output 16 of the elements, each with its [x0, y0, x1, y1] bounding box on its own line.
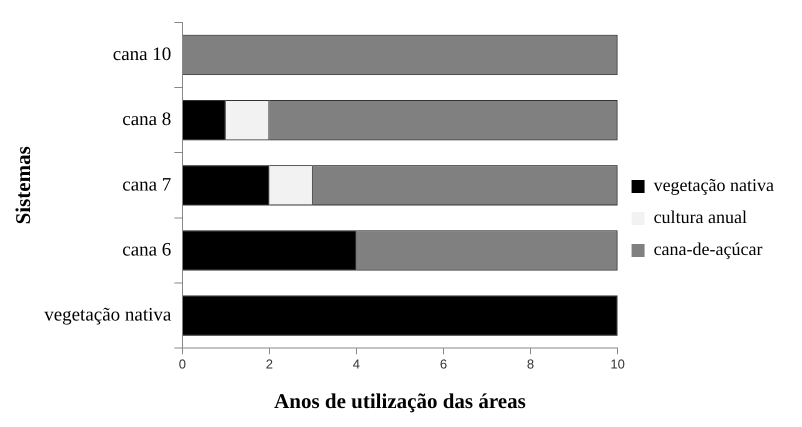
legend-label: cultura anual [654, 207, 748, 228]
y-tick-label: cana 6 [122, 239, 172, 260]
legend-label: cana-de-açúcar [654, 239, 762, 260]
x-tick-label: 2 [266, 356, 273, 372]
x-tick-label: 10 [610, 356, 625, 372]
legend-label: vegetação nativa [654, 175, 774, 196]
y-tick-label: vegetação nativa [44, 304, 172, 326]
x-tick-label: 4 [352, 356, 360, 372]
y-tick-label: cana 7 [122, 174, 172, 196]
y-axis-title: Sistemas [11, 146, 36, 224]
x-tick-label: 0 [178, 356, 186, 372]
y-tick-label: cana 8 [122, 109, 172, 130]
x-tick-label: 8 [526, 356, 534, 372]
y-tick-label: cana 10 [112, 44, 172, 65]
x-axis-title: Anos de utilização das áreas [274, 388, 526, 413]
x-tick-label: 6 [440, 356, 448, 372]
